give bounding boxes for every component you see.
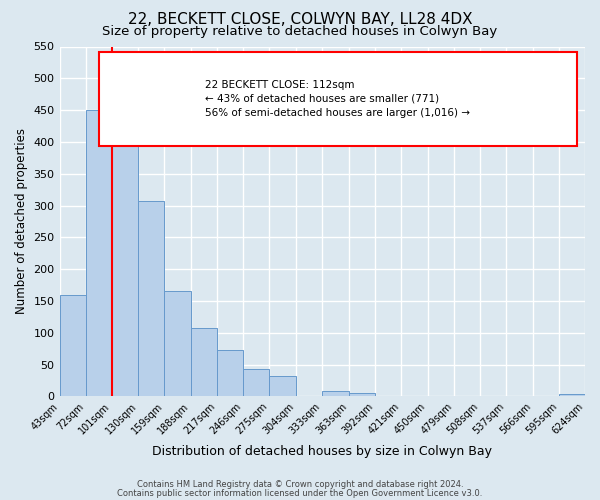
Bar [191, 328, 217, 396]
FancyBboxPatch shape [99, 52, 577, 146]
Bar [322, 391, 349, 396]
Text: 22 BECKETT CLOSE: 112sqm
← 43% of detached houses are smaller (771)
56% of semi-: 22 BECKETT CLOSE: 112sqm ← 43% of detach… [205, 80, 470, 118]
Bar [112, 120, 138, 396]
Text: Size of property relative to detached houses in Colwyn Bay: Size of property relative to detached ho… [103, 25, 497, 38]
Y-axis label: Number of detached properties: Number of detached properties [15, 128, 28, 314]
Text: 22, BECKETT CLOSE, COLWYN BAY, LL28 4DX: 22, BECKETT CLOSE, COLWYN BAY, LL28 4DX [128, 12, 472, 28]
Text: Contains public sector information licensed under the Open Government Licence v3: Contains public sector information licen… [118, 489, 482, 498]
Bar [243, 369, 269, 396]
Bar [164, 292, 191, 397]
Text: Contains HM Land Registry data © Crown copyright and database right 2024.: Contains HM Land Registry data © Crown c… [137, 480, 463, 489]
Bar [59, 294, 86, 396]
Bar [349, 393, 375, 396]
Bar [138, 201, 164, 396]
X-axis label: Distribution of detached houses by size in Colwyn Bay: Distribution of detached houses by size … [152, 444, 492, 458]
Bar [559, 394, 585, 396]
Bar [269, 376, 296, 396]
Bar [86, 110, 112, 397]
Bar [217, 350, 243, 397]
